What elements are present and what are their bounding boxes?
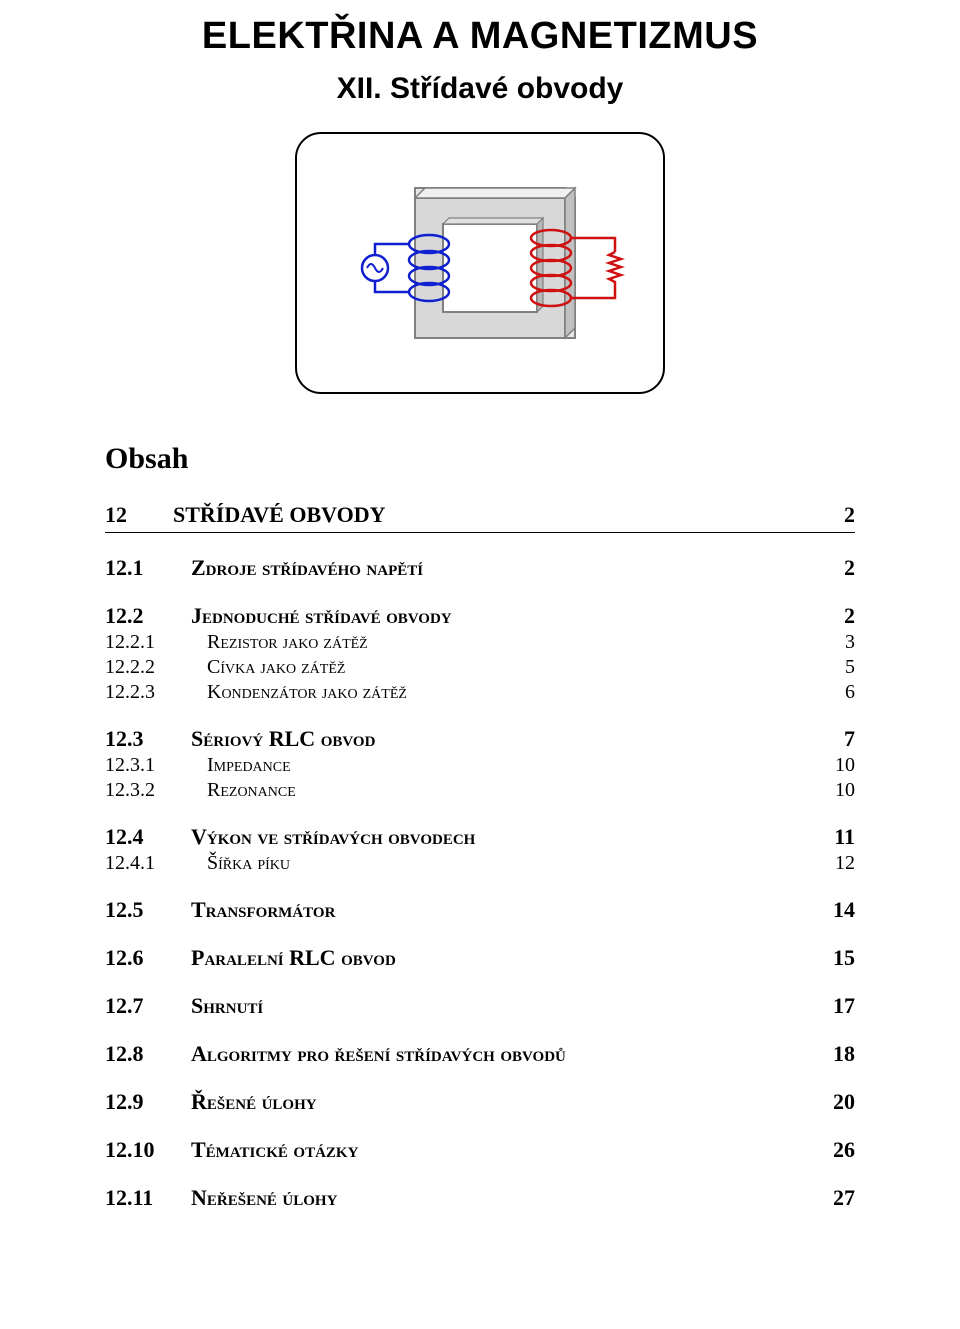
- toc-page: 20: [815, 1089, 855, 1115]
- transformer-diagram: [295, 132, 665, 394]
- toc-label: Rezistor jako zátěž: [197, 631, 368, 654]
- toc-label: Paralelní RLC obvod: [181, 945, 396, 971]
- toc-label: STŘÍDAVÉ OBVODY: [163, 502, 385, 528]
- subtitle: XII. Střídavé obvody: [105, 72, 855, 106]
- toc-label: Cívka jako zátěž: [197, 656, 345, 679]
- toc-num: 12.2.3: [105, 681, 197, 704]
- main-title: ELEKTŘINA A MAGNETIZMUS: [105, 15, 855, 58]
- toc-num: 12.2: [105, 603, 181, 629]
- toc-page: 12: [815, 852, 855, 875]
- toc-page: 14: [815, 897, 855, 923]
- toc-page: 26: [815, 1137, 855, 1163]
- toc-page: 3: [815, 631, 855, 654]
- toc-page: 10: [815, 779, 855, 802]
- toc-entry-12-4-1: 12.4.1 Šířka píku 12: [105, 852, 855, 875]
- toc-page: 2: [815, 502, 855, 528]
- transformer-core: [415, 188, 575, 338]
- toc-num: 12.10: [105, 1137, 181, 1163]
- toc-page: 10: [815, 754, 855, 777]
- toc-page: 7: [815, 726, 855, 752]
- table-of-contents: 12 STŘÍDAVÉ OBVODY 2 12.1 Zdroje střídav…: [105, 502, 855, 1211]
- toc-label: Transformátor: [181, 897, 335, 923]
- toc-label: Zdroje střídavého napětí: [181, 555, 423, 581]
- toc-num: 12.4: [105, 824, 181, 850]
- toc-entry-12-8: 12.8 Algoritmy pro řešení střídavých obv…: [105, 1041, 855, 1067]
- toc-page: 17: [815, 993, 855, 1019]
- toc-num: 12.8: [105, 1041, 181, 1067]
- toc-page: 11: [815, 824, 855, 850]
- toc-page: 2: [815, 555, 855, 581]
- toc-page: 6: [815, 681, 855, 704]
- toc-num: 12.2.1: [105, 631, 197, 654]
- toc-num: 12.3: [105, 726, 181, 752]
- toc-entry-12-4: 12.4 Výkon ve střídavých obvodech 11: [105, 824, 855, 850]
- toc-label: Impedance: [197, 754, 291, 777]
- toc-page: 2: [815, 603, 855, 629]
- toc-label: Šířka píku: [197, 852, 290, 875]
- toc-entry-12-9: 12.9 Řešené úlohy 20: [105, 1089, 855, 1115]
- toc-entry-12-10: 12.10 Tématické otázky 26: [105, 1137, 855, 1163]
- toc-entry-12-5: 12.5 Transformátor 14: [105, 897, 855, 923]
- diagram-container: [105, 132, 855, 394]
- toc-label: Tématické otázky: [181, 1137, 358, 1163]
- toc-page: 18: [815, 1041, 855, 1067]
- toc-entry-12-3-2: 12.3.2 Rezonance 10: [105, 779, 855, 802]
- toc-entry-12-2: 12.2 Jednoduché střídavé obvody 2: [105, 603, 855, 629]
- toc-entry-12-7: 12.7 Shrnutí 17: [105, 993, 855, 1019]
- toc-label: Jednoduché střídavé obvody: [181, 603, 452, 629]
- toc-entry-12-2-2: 12.2.2 Cívka jako zátěž 5: [105, 656, 855, 679]
- toc-entry-12-6: 12.6 Paralelní RLC obvod 15: [105, 945, 855, 971]
- toc-entry-12-3-1: 12.3.1 Impedance 10: [105, 754, 855, 777]
- toc-label: Shrnutí: [181, 993, 263, 1019]
- toc-num: 12.11: [105, 1185, 181, 1211]
- toc-num: 12: [105, 502, 163, 528]
- toc-label: Sériový RLC obvod: [181, 726, 375, 752]
- ac-source-icon: [362, 255, 388, 281]
- toc-entry-12-11: 12.11 Neřešené úlohy 27: [105, 1185, 855, 1211]
- toc-entry-12-2-1: 12.2.1 Rezistor jako zátěž 3: [105, 631, 855, 654]
- toc-entry-12-2-3: 12.2.3 Kondenzátor jako zátěž 6: [105, 681, 855, 704]
- toc-page: 15: [815, 945, 855, 971]
- toc-num: 12.6: [105, 945, 181, 971]
- toc-num: 12.1: [105, 555, 181, 581]
- toc-num: 12.4.1: [105, 852, 197, 875]
- toc-label: Algoritmy pro řešení střídavých obvodů: [181, 1041, 566, 1067]
- toc-entry-12-3: 12.3 Sériový RLC obvod 7: [105, 726, 855, 752]
- toc-label: Výkon ve střídavých obvodech: [181, 824, 475, 850]
- transformer-svg: [315, 158, 645, 368]
- toc-entry-chapter-12: 12 STŘÍDAVÉ OBVODY 2: [105, 502, 855, 533]
- toc-num: 12.5: [105, 897, 181, 923]
- toc-page: 5: [815, 656, 855, 679]
- resistor-icon: [609, 252, 621, 284]
- toc-num: 12.7: [105, 993, 181, 1019]
- toc-label: Neřešené úlohy: [181, 1185, 337, 1211]
- toc-num: 12.2.2: [105, 656, 197, 679]
- toc-label: Kondenzátor jako zátěž: [197, 681, 407, 704]
- toc-entry-12-1: 12.1 Zdroje střídavého napětí 2: [105, 555, 855, 581]
- page: ELEKTŘINA A MAGNETIZMUS XII. Střídavé ob…: [0, 0, 960, 1329]
- toc-label: Rezonance: [197, 779, 296, 802]
- toc-num: 12.9: [105, 1089, 181, 1115]
- toc-num: 12.3.2: [105, 779, 197, 802]
- toc-heading: Obsah: [105, 442, 855, 476]
- toc-page: 27: [815, 1185, 855, 1211]
- toc-num: 12.3.1: [105, 754, 197, 777]
- toc-label: Řešené úlohy: [181, 1089, 317, 1115]
